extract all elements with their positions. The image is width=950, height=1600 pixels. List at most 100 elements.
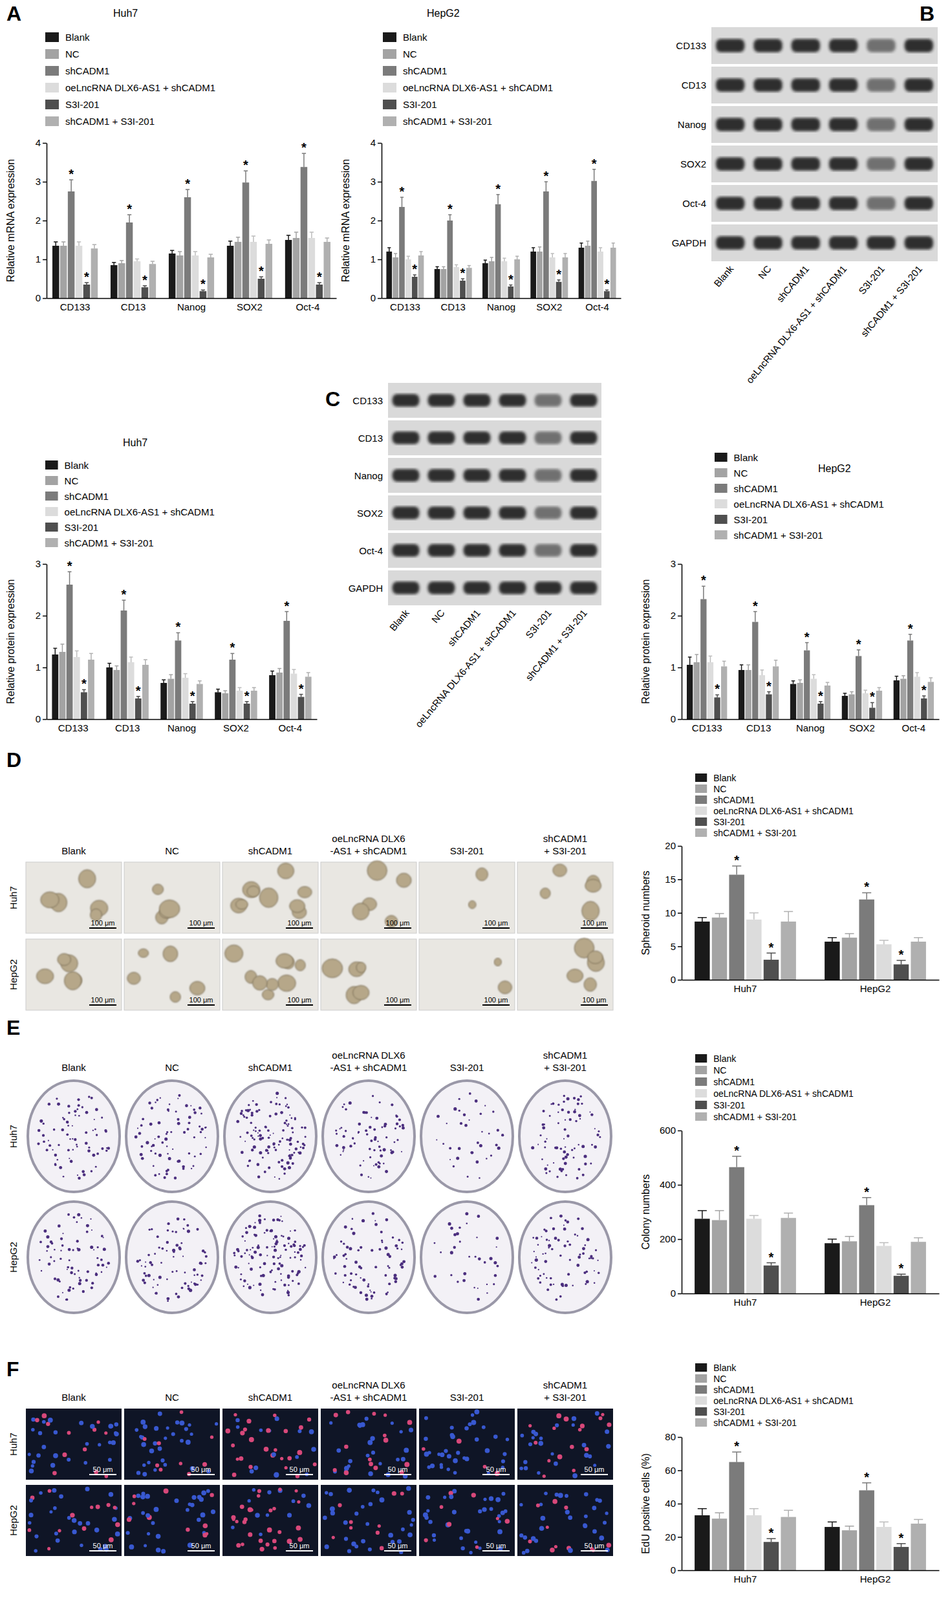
- colony: [492, 1110, 495, 1113]
- error-bar: [825, 682, 830, 686]
- error-bar-stem: [849, 933, 851, 938]
- legend-label: NC: [64, 475, 79, 487]
- micrograph: [320, 1078, 417, 1194]
- scale-bar: [482, 927, 510, 929]
- bar: [712, 1220, 727, 1294]
- colony: [53, 1259, 55, 1262]
- dish: [322, 1201, 415, 1313]
- error-bar-cap: [89, 653, 94, 655]
- x-tick: Nanog: [486, 298, 516, 313]
- error-bar-cap: [291, 668, 296, 670]
- bar: [250, 690, 258, 720]
- x-tick-label: CD13: [115, 722, 140, 734]
- error-bar: [111, 262, 116, 266]
- colony: [245, 1226, 248, 1229]
- significance-mark: *: [768, 1525, 775, 1540]
- blot-band: [499, 431, 527, 445]
- colony: [92, 1129, 94, 1132]
- colony: [188, 1152, 191, 1156]
- colony: [272, 1262, 276, 1265]
- error-bar-cap: [129, 656, 134, 658]
- colony: [42, 1122, 45, 1125]
- colony: [38, 1259, 41, 1262]
- error-bar: [197, 680, 202, 685]
- error-bar: [708, 655, 713, 663]
- legend-label: Blank: [402, 31, 428, 43]
- colony: [73, 1138, 77, 1141]
- colony: [258, 1282, 262, 1286]
- bar: [530, 251, 537, 299]
- legend-swatch: [382, 32, 397, 43]
- y-tick-label: 0: [35, 713, 41, 725]
- x-tick-label: CD13: [441, 301, 466, 313]
- significance-mark: *: [818, 688, 824, 703]
- colony: [39, 1241, 43, 1244]
- colony: [351, 1217, 354, 1220]
- y-tick: 2: [370, 214, 382, 226]
- error-bar-stem: [702, 585, 705, 599]
- bar: [243, 703, 251, 720]
- bar: [907, 640, 914, 720]
- bar: [242, 182, 250, 299]
- colony: [597, 1130, 600, 1133]
- colony: [166, 1250, 169, 1253]
- blot-lane-label: Blank: [711, 263, 736, 290]
- y-tick: 1: [370, 253, 382, 265]
- error-bar-cap: [760, 669, 765, 671]
- bar: [214, 691, 222, 720]
- column-header: Blank: [61, 1061, 87, 1073]
- colony: [380, 1126, 383, 1129]
- error-bar-cap: [714, 1511, 724, 1514]
- error-bar-cap: [827, 1521, 837, 1523]
- error-bar-stem: [735, 865, 738, 875]
- error-bar-cap: [92, 243, 97, 246]
- y-axis: 05101520: [664, 840, 682, 985]
- annotations: ****: [734, 1143, 904, 1276]
- legend-swatch: [45, 65, 59, 76]
- colony: [70, 1266, 74, 1269]
- blot-band: [829, 236, 858, 250]
- colony: [442, 1142, 445, 1145]
- colony: [291, 1126, 294, 1130]
- colony: [283, 1244, 286, 1247]
- x-tick: CD13: [441, 298, 466, 313]
- colony: [488, 1132, 491, 1135]
- y-axis: 0123: [35, 558, 48, 725]
- colony: [67, 1122, 69, 1124]
- colony: [572, 1156, 575, 1159]
- x-tick: Oct-4: [278, 719, 303, 734]
- bar: [67, 191, 76, 299]
- colony: [291, 1162, 295, 1165]
- error-bar-stem: [612, 243, 614, 248]
- y-tick: 400: [659, 1178, 682, 1190]
- y-tick-label: 1: [35, 661, 41, 673]
- colony: [89, 1245, 94, 1249]
- colony: [96, 1152, 99, 1156]
- error-bar: [294, 232, 299, 238]
- colony: [401, 1126, 405, 1130]
- y-tick-mark: [42, 719, 47, 721]
- bar: [482, 263, 489, 299]
- error-bar-stem: [93, 244, 96, 249]
- legend-swatch: [45, 32, 59, 43]
- error-bar: [697, 1210, 707, 1220]
- blot-strip: [711, 224, 938, 262]
- error-bar-cap: [183, 673, 188, 675]
- spheroid: [567, 969, 584, 983]
- colony: [258, 1109, 260, 1112]
- colony: [91, 1281, 94, 1285]
- blot-band: [534, 506, 562, 520]
- y-tick: 4: [370, 137, 382, 149]
- error-bar-cap: [193, 250, 198, 253]
- colony: [283, 1167, 287, 1171]
- colony: [244, 1140, 246, 1143]
- error-bar-cap: [119, 259, 124, 262]
- bar: [192, 255, 200, 299]
- error-bar-stem: [580, 243, 583, 248]
- colony: [139, 1153, 143, 1157]
- error-bar: [251, 236, 256, 242]
- bar: [133, 261, 141, 299]
- error-bar-stem: [539, 247, 541, 252]
- colony: [284, 1096, 287, 1099]
- colony: [258, 1214, 262, 1218]
